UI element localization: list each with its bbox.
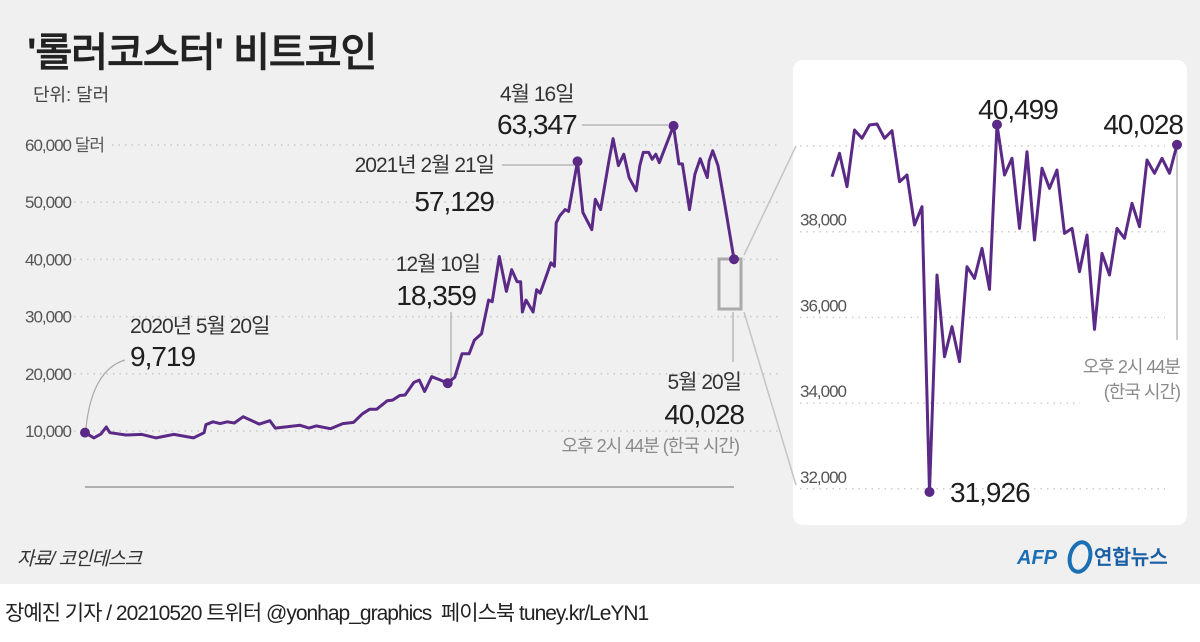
y-tick-label: 38,000 bbox=[800, 211, 847, 230]
highlight-dot bbox=[992, 119, 1002, 130]
annotation-start-value: 9,719 bbox=[130, 341, 195, 372]
y-tick-label: 50,000 bbox=[25, 193, 72, 212]
highlight-dot bbox=[572, 156, 583, 167]
yonhap-logo-text: 연합뉴스 bbox=[1094, 546, 1168, 569]
source-label: 자료/ 코인데스크 bbox=[17, 549, 143, 570]
highlight-dot bbox=[729, 254, 739, 265]
zoom-connector-bottom bbox=[743, 311, 797, 486]
annotation-feb21-value: 57,129 bbox=[414, 186, 494, 217]
leader-start bbox=[85, 359, 126, 429]
main-price-line bbox=[84, 124, 736, 440]
annotation-may20-time: 오후 2시 44분 (한국 시간) bbox=[561, 436, 739, 456]
annotation-may20-date: 5월 20일 bbox=[667, 371, 741, 394]
unit-label: 단위: 달러 bbox=[33, 85, 109, 105]
y-tick-label: 10,000 bbox=[25, 422, 72, 441]
inset-annotation-time-1: 오후 2시 44분 bbox=[1083, 357, 1181, 377]
y-tick-label: 30,000 bbox=[25, 308, 72, 327]
inset-y-ticks: 32,000 34,000 36,000 38,000 bbox=[800, 211, 848, 487]
credit-line: 장예진 기자 / 20210520 트위터 @yonhap_graphics 페… bbox=[5, 602, 649, 625]
y-tick-label: 36,000 bbox=[800, 296, 847, 315]
inset-gridlines bbox=[800, 145, 1165, 490]
y-tick-label: 40,000 bbox=[25, 250, 72, 269]
annotation-start-date: 2020년 5월 20일 bbox=[130, 315, 269, 338]
annotation-feb21-date: 2021년 2월 21일 bbox=[355, 154, 494, 177]
highlight-dot bbox=[668, 120, 679, 131]
inset-highlight-dots bbox=[924, 119, 1182, 497]
inset-price-line bbox=[830, 122, 1179, 494]
y-tick-label: 60,000 달러 bbox=[25, 136, 104, 155]
main-y-ticks: 10,000 20,000 30,000 40,000 50,000 60,000 달러 bbox=[25, 136, 105, 441]
y-tick-label: 32,000 bbox=[800, 468, 847, 487]
annotation-dec10-value: 18,359 bbox=[396, 280, 476, 311]
annotation-apr16-date: 4월 16일 bbox=[500, 83, 574, 106]
afp-logo-text: AFP bbox=[1016, 547, 1058, 569]
highlight-dot bbox=[80, 427, 90, 438]
y-tick-label: 34,000 bbox=[800, 382, 847, 401]
main-gridlines bbox=[74, 144, 780, 432]
inset-annotation-latest: 40,028 bbox=[1103, 109, 1183, 140]
highlight-dot bbox=[924, 486, 935, 497]
zoom-connector-top bbox=[743, 145, 797, 256]
annotation-apr16-value: 63,347 bbox=[497, 109, 577, 140]
afp-yonhap-logo: AFP 연합뉴스 bbox=[1016, 540, 1168, 574]
highlight-dot bbox=[442, 378, 453, 389]
annotation-may20-value: 40,028 bbox=[664, 399, 744, 430]
yonhap-logo-icon bbox=[1067, 540, 1093, 574]
inset-annotation-low: 31,926 bbox=[950, 477, 1030, 508]
main-highlight-dots bbox=[80, 120, 739, 438]
chart-title: '롤러코스터' 비트코인 bbox=[27, 31, 376, 75]
inset-annotation-time-2: (한국 시간) bbox=[1104, 382, 1180, 402]
inset-annotation-high: 40,499 bbox=[978, 94, 1058, 125]
y-tick-label: 20,000 bbox=[25, 365, 72, 384]
annotation-dec10-date: 12월 10일 bbox=[396, 253, 480, 276]
inset-panel bbox=[793, 60, 1187, 525]
highlight-dot bbox=[1172, 139, 1182, 150]
